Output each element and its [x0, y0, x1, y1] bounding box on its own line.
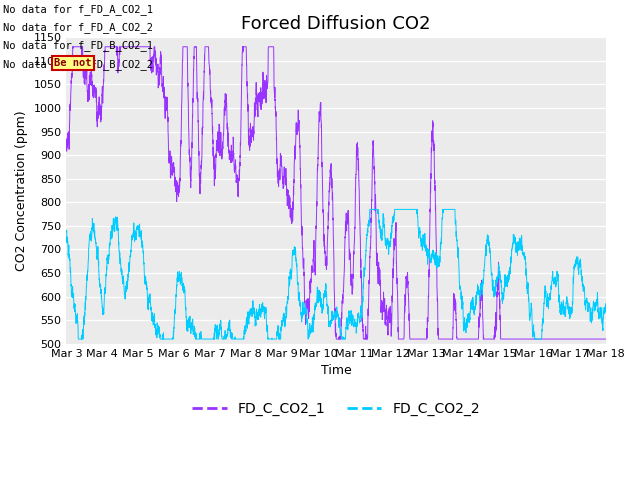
- FD_C_CO2_2: [159, 330, 167, 336]
- Line: FD_C_CO2_2: FD_C_CO2_2: [67, 209, 605, 339]
- FD_C_CO2_2: [602, 306, 609, 312]
- FD_C_CO2_2: [74, 336, 82, 342]
- FD_C_CO2_1: [457, 336, 465, 342]
- Text: Be not: Be not: [54, 58, 92, 68]
- FD_C_CO2_1: [488, 336, 495, 342]
- X-axis label: Time: Time: [321, 364, 351, 377]
- FD_C_CO2_2: [366, 206, 374, 212]
- FD_C_CO2_1: [316, 113, 324, 119]
- Text: No data for f_FD_B_CO2_1: No data for f_FD_B_CO2_1: [3, 40, 153, 51]
- FD_C_CO2_1: [602, 336, 609, 342]
- Line: FD_C_CO2_1: FD_C_CO2_1: [67, 47, 605, 339]
- Legend: FD_C_CO2_1, FD_C_CO2_2: FD_C_CO2_1, FD_C_CO2_2: [186, 396, 486, 422]
- FD_C_CO2_2: [316, 295, 324, 301]
- FD_C_CO2_2: [602, 306, 609, 312]
- FD_C_CO2_2: [488, 269, 495, 275]
- Y-axis label: CO2 Concentration (ppm): CO2 Concentration (ppm): [15, 110, 28, 271]
- FD_C_CO2_2: [63, 229, 70, 235]
- FD_C_CO2_1: [69, 44, 77, 49]
- Text: No data for f_FD_A_CO2_1: No data for f_FD_A_CO2_1: [3, 4, 153, 15]
- FD_C_CO2_1: [602, 336, 609, 342]
- FD_C_CO2_2: [428, 255, 435, 261]
- FD_C_CO2_2: [457, 288, 465, 294]
- FD_C_CO2_1: [159, 84, 167, 89]
- FD_C_CO2_1: [428, 163, 435, 168]
- Text: No data for f_FD_B_CO2_2: No data for f_FD_B_CO2_2: [3, 59, 153, 70]
- Text: No data for f_FD_A_CO2_2: No data for f_FD_A_CO2_2: [3, 22, 153, 33]
- FD_C_CO2_1: [332, 336, 340, 342]
- FD_C_CO2_1: [63, 141, 70, 146]
- Title: Forced Diffusion CO2: Forced Diffusion CO2: [241, 15, 431, 33]
